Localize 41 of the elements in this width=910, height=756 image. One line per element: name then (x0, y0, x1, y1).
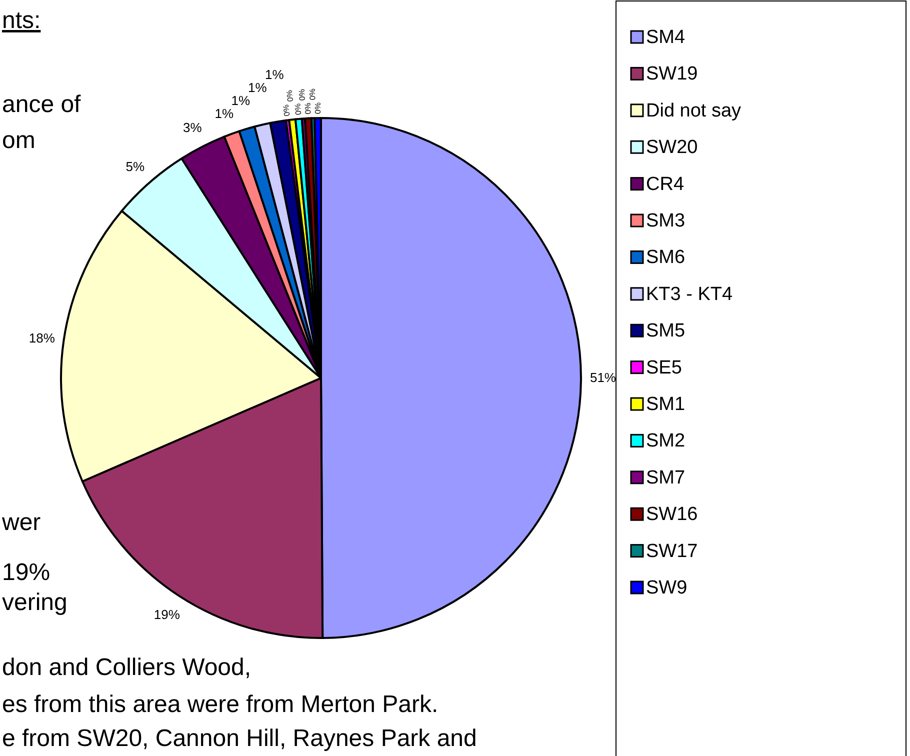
text: vering (2, 589, 68, 616)
text: es from this area were from Merton Park. (2, 691, 438, 718)
text: nts: (2, 7, 41, 34)
data-label: 0% (293, 103, 304, 116)
data-label: 19% (154, 607, 180, 622)
legend-label: SW20 (646, 137, 698, 158)
data-label: 0% (281, 104, 292, 117)
data-label: 0% (284, 90, 296, 102)
legend-label: SW17 (646, 540, 698, 562)
legend-label: SW19 (646, 64, 698, 85)
legend-label: Did not say (646, 100, 742, 122)
data-label: 0% (297, 88, 308, 101)
data-label: 5% (126, 158, 146, 174)
data-label: 1% (248, 80, 268, 96)
legend-label: SM6 (646, 247, 686, 268)
data-label: 0% (313, 102, 323, 114)
legend-label: SM5 (646, 320, 686, 342)
legend-label: SW16 (646, 504, 698, 526)
data-label: 1% (231, 93, 250, 108)
data-label: 51% (590, 370, 616, 386)
text: ance of (2, 91, 82, 118)
legend-label: CR4 (646, 174, 684, 195)
legend-label: SE5 (646, 357, 682, 378)
legend-label: SM2 (646, 430, 686, 452)
legend-label: SM3 (646, 210, 686, 232)
data-label: 0% (308, 88, 318, 100)
data-label: 0% (303, 102, 313, 115)
data-label: 18% (28, 330, 56, 346)
legend-label: SW9 (646, 578, 688, 598)
legend-label: SM7 (646, 467, 686, 488)
text: om (2, 127, 36, 154)
text: don and Colliers Wood, (2, 654, 252, 681)
legend-label: KT3 - KT4 (646, 284, 734, 305)
data-label: 3% (183, 120, 202, 136)
data-label: 1% (214, 106, 234, 122)
legend-label: SM1 (646, 394, 686, 415)
text: e from SW20, Cannon Hill, Raynes Park and (2, 725, 477, 752)
text: 19% (2, 559, 50, 586)
data-label: 1% (265, 67, 284, 82)
text: wer (1, 509, 41, 536)
legend-label: SM4 (646, 27, 686, 48)
